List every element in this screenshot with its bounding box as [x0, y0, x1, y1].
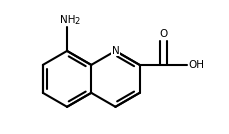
Text: NH: NH — [60, 15, 76, 25]
Text: O: O — [158, 29, 167, 39]
Text: 2: 2 — [74, 17, 79, 26]
Text: N: N — [111, 46, 119, 56]
Text: OH: OH — [187, 60, 203, 70]
